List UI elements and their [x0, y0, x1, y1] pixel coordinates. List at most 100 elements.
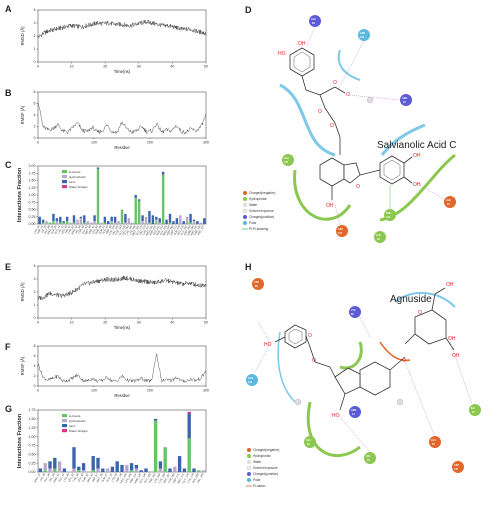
y-tick-label: 2.00 [29, 164, 36, 168]
x-axis-title: Residue [114, 393, 130, 398]
y-tick-label: 1.00 [29, 193, 36, 197]
x-tick-label: 100 [91, 141, 97, 145]
atom-label: OH [448, 336, 456, 342]
residue-number: 83 [307, 443, 310, 446]
bar-segment [187, 411, 191, 414]
legend-entry: Hydrophobic [249, 197, 267, 201]
x-tick-label: ARG_32 [33, 472, 42, 483]
y-tick-label: 0.25 [29, 215, 36, 219]
x-tick-label: LYS_95 [110, 472, 118, 482]
residue-name: LEU [311, 18, 316, 21]
x-tick-label: CYS_155 [124, 224, 133, 236]
bar-segment [65, 221, 69, 224]
x-tick-label: LEU_53 [67, 472, 75, 483]
interactions-chart-top: 0.00 0.25 0.50 0.75 1.00 1.25 1.50 1.75 2.00 Inte… [17, 164, 207, 236]
residue-name: ARG [402, 97, 407, 100]
bar-segment [41, 219, 45, 223]
legend-entry: Water [253, 460, 262, 464]
plot-frame [37, 91, 207, 139]
legend-entry: Polar [249, 221, 257, 225]
residue-name: VAL [366, 455, 371, 458]
residue-circle [252, 278, 264, 290]
bar-segment [134, 197, 137, 224]
bar-segment [38, 468, 43, 472]
y-axis-title: RMSD (Å) [20, 26, 25, 46]
x-tick-label: ASP_98 [104, 224, 113, 235]
x-tick-label: 40 [170, 321, 174, 325]
x-tick-label: LEU_45 [60, 224, 68, 235]
x-tick-label: TYR_133 [114, 224, 123, 236]
bar-segment [155, 219, 158, 223]
y-tick-label: 0 [34, 316, 36, 320]
atom-label: OH [413, 153, 421, 159]
bar-segment [100, 222, 103, 224]
legend-entry: Pi-cation [253, 484, 266, 488]
legend-label: Hydrophobic [69, 419, 86, 423]
residue-name: LYS [376, 234, 381, 237]
x-tick-label: VAL_109 [111, 224, 120, 236]
x-tick-label: TYR_169 [167, 472, 176, 484]
residue-name: ILE [471, 407, 475, 410]
bar-segment [48, 468, 52, 472]
bar-segment [96, 168, 100, 224]
legend-entry: Charged(positive) [249, 215, 274, 219]
rmsf-chart-bottom: 0 2 4 6 8 0 100 200 300 RMSF (Å) Residue [20, 344, 209, 398]
residue-name: ASN [360, 32, 365, 35]
residue-circle [374, 231, 386, 243]
ligand-interaction-diagram-salvianolic: HO OH O O O O OH OH OH O Salvianolic Aci… [242, 15, 456, 243]
legend-swatch [62, 414, 67, 418]
bar-segment [43, 463, 47, 471]
y-tick-label: 4 [34, 364, 36, 368]
bar-segment [141, 221, 144, 224]
bar-segment [110, 216, 113, 222]
plot-frame [37, 265, 207, 319]
x-tick-label: LEU_211 [152, 224, 161, 236]
bar-segment [105, 468, 110, 472]
bar-segment [148, 210, 151, 223]
bar-segment [59, 216, 62, 223]
x-tick-label: GLY_36 [43, 224, 51, 235]
y-tick-label: 2 [34, 374, 36, 378]
x-tick-label: ASN_289 [186, 224, 195, 236]
bar-segment [79, 216, 83, 219]
x-tick-label: TYR_56 [71, 472, 80, 483]
bar-segment [124, 213, 127, 223]
y-tick-label: 0.25 [29, 461, 36, 465]
panel-letter-a: A [5, 4, 12, 14]
atom-label: O [402, 358, 406, 364]
x-tick-label: LYS_155 [153, 472, 162, 484]
x-tick-label: ASP_297 [196, 224, 205, 236]
residue-number: 89 [351, 313, 354, 316]
bar-segment [86, 221, 89, 224]
bar-segment [83, 222, 86, 224]
legend-label: H-bonds [69, 170, 81, 174]
atom-label: O [356, 184, 360, 190]
bar-segment [62, 468, 67, 472]
residue-number: 81 [432, 443, 435, 446]
x-tick-label: ASP_98 [115, 472, 124, 483]
residue-name: LYS [351, 309, 356, 312]
legend-entry: Polar [253, 478, 261, 482]
y-tick-label: 6 [34, 354, 36, 358]
bar-segment [137, 199, 141, 201]
x-tick-label: ASP_114 [128, 472, 137, 484]
y-axis-title: RMSF (Å) [20, 105, 25, 124]
bar-segment [196, 221, 199, 224]
x-tick-label: ARG_41 [52, 472, 61, 483]
y-tick-label: 4 [34, 113, 36, 117]
residue-name: GLU [431, 439, 436, 442]
y-tick-label: 0 [34, 384, 36, 388]
y-tick-label: 2 [34, 34, 36, 38]
bar-segment [38, 216, 41, 224]
bar-segment [199, 222, 203, 224]
residue-name: LEU [306, 439, 311, 442]
x-tick-label: GLU_176 [181, 472, 190, 484]
residue-name: ASP [254, 281, 259, 284]
x-tick-label: GLU_92 [105, 472, 114, 483]
bar-segment [72, 468, 76, 472]
